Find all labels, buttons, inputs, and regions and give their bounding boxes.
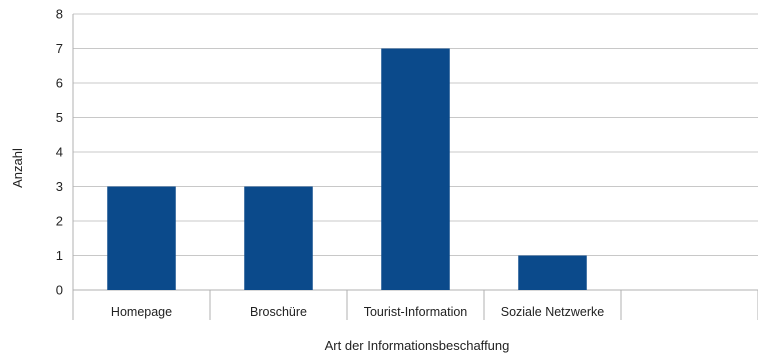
x-axis-title: Art der Informationsbeschaffung bbox=[325, 338, 510, 353]
bar-tourist-information bbox=[381, 48, 450, 290]
y-tick-label: 6 bbox=[56, 76, 63, 91]
y-tick-label: 8 bbox=[56, 7, 63, 22]
y-tick-label: 5 bbox=[56, 110, 63, 125]
x-category-label: Soziale Netzwerke bbox=[501, 305, 605, 319]
y-axis-title: Anzahl bbox=[10, 148, 25, 188]
x-category-label: Tourist-Information bbox=[364, 305, 468, 319]
y-tick-label: 4 bbox=[56, 145, 63, 160]
y-tick-label: 3 bbox=[56, 179, 63, 194]
bars bbox=[107, 48, 587, 290]
y-tick-label: 7 bbox=[56, 41, 63, 56]
y-tick-labels: 0 1 2 3 4 5 6 7 8 bbox=[56, 7, 63, 298]
x-category-label: Homepage bbox=[111, 305, 172, 319]
y-tick-label: 1 bbox=[56, 248, 63, 263]
bar-soziale-netzwerke bbox=[518, 255, 587, 290]
y-tick-label: 2 bbox=[56, 214, 63, 229]
x-category-labels: Homepage Broschüre Tourist-Information Sozi… bbox=[111, 305, 604, 319]
y-tick-label: 0 bbox=[56, 283, 63, 298]
bar-brosch-re bbox=[244, 186, 313, 290]
x-category-label: Broschüre bbox=[250, 305, 307, 319]
bar-homepage bbox=[107, 186, 176, 290]
